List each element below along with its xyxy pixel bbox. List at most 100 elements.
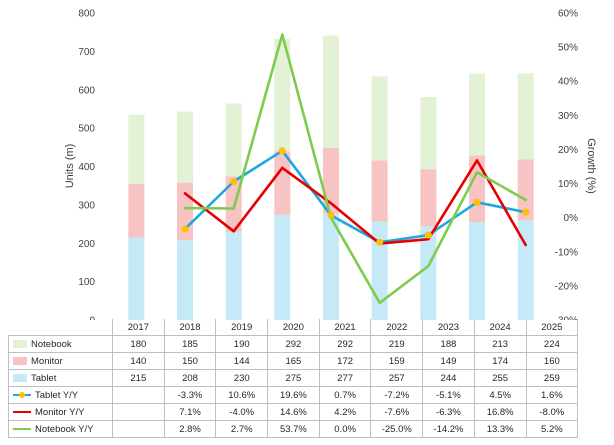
data-label-monitor: 174 — [473, 352, 527, 370]
data-label-monitor: 172 — [318, 352, 372, 370]
point-tablet-y-y-2021 — [327, 211, 335, 219]
data-label-tablet: 255 — [473, 369, 527, 387]
data-label-tablet-y-y: -3.3% — [163, 386, 217, 404]
data-label-notebook: 213 — [473, 335, 527, 353]
data-label-notebook: 292 — [318, 335, 372, 353]
y2-tick-label: 40% — [558, 77, 578, 88]
chart-plot: 0 100 200 300 400 500 600 700 800 -30% -20% -10% 0%… — [64, 9, 597, 321]
y2-tick-label: -10% — [555, 247, 578, 258]
legend-entry-monitor: Monitor — [8, 352, 113, 370]
x-tick-label: 2018 — [163, 319, 217, 336]
legend-entry-notebook: Notebook — [8, 335, 113, 353]
data-label-monitor-y-y: 14.6% — [267, 403, 320, 421]
y2-tick-label: 20% — [558, 145, 578, 156]
y-tick-label: 200 — [78, 239, 95, 250]
bar-notebook-2025 — [517, 73, 534, 160]
legend-swatch-tablet — [13, 373, 27, 382]
legend-label: Notebook — [31, 338, 72, 350]
legend-label: Monitor Y/Y — [35, 406, 85, 418]
legend-entry-tablet: Tablet — [8, 369, 113, 387]
bar-tablet-2018 — [177, 240, 193, 320]
data-label-monitor: 160 — [525, 352, 579, 370]
legend-label: Tablet — [31, 372, 57, 384]
data-label-tablet: 230 — [215, 369, 269, 387]
bar-monitor-2025 — [517, 159, 534, 221]
data-table-header: 2017 2018 2019 2020 2021 2022 2023 2024 2025 — [9, 319, 579, 336]
y-tick-label: 300 — [78, 200, 95, 211]
bar-notebook-2021 — [323, 35, 339, 148]
bar-monitor-2020 — [274, 151, 291, 215]
data-label-tablet-y-y: -5.1% — [422, 386, 475, 404]
y-axis-ticks: 0 100 200 300 400 500 600 700 800 — [78, 9, 95, 321]
data-label-notebook-y-y: 2.7% — [215, 420, 269, 438]
data-label-monitor: 144 — [215, 352, 269, 370]
data-label-notebook: 188 — [422, 335, 475, 353]
data-table: 2017 2018 2019 2020 2021 2022 2023 2024 2025 Note… — [8, 319, 579, 438]
x-tick-label: 2021 — [318, 319, 372, 336]
data-label-monitor: 140 — [112, 352, 165, 370]
data-label-notebook-y-y — [112, 420, 165, 438]
point-tablet-y-y-2025 — [522, 208, 530, 216]
bar-tablet-2020 — [274, 214, 291, 320]
y2-tick-label: 60% — [558, 9, 578, 20]
legend-entry-tablet-y-y: Tablet Y/Y — [8, 386, 113, 404]
bar-tablet-2019 — [225, 231, 242, 320]
data-label-monitor: 150 — [163, 352, 217, 370]
line-layer — [183, 33, 528, 305]
data-label-tablet: 257 — [370, 369, 424, 387]
y-tick-label: 500 — [78, 124, 95, 135]
data-label-notebook: 180 — [112, 335, 165, 353]
point-tablet-y-y-2022 — [376, 238, 384, 246]
data-label-monitor: 165 — [267, 352, 320, 370]
data-label-notebook: 292 — [267, 335, 320, 353]
point-tablet-y-y-2023 — [424, 231, 432, 239]
data-label-monitor: 159 — [370, 352, 424, 370]
point-tablet-y-y-2020 — [278, 147, 286, 155]
bar-tablet-2023 — [420, 226, 437, 320]
bar-notebook-2024 — [469, 73, 485, 156]
bar-tablet-2017 — [128, 237, 145, 320]
data-label-tablet-y-y: -7.2% — [370, 386, 424, 404]
y-tick-label: 800 — [78, 9, 95, 20]
data-label-notebook-y-y: -14.2% — [422, 420, 475, 438]
data-table-row-notebook: Notebook 180 185 190 292 292 219 188 213 224 — [8, 335, 579, 353]
data-label-tablet: 259 — [525, 369, 579, 387]
data-label-monitor-y-y: -4.0% — [215, 403, 269, 421]
y2-tick-label: -30% — [555, 316, 578, 321]
bar-notebook-2023 — [420, 97, 437, 170]
legend-line-notebook-y-y — [13, 425, 31, 433]
data-label-monitor-y-y: -6.3% — [422, 403, 475, 421]
bar-tablet-2022 — [371, 221, 388, 320]
bar-notebook-2020 — [274, 39, 291, 152]
data-table-row-monitor: Monitor 140 150 144 165 172 159 149 174 160 — [8, 352, 579, 370]
bar-notebook-2022 — [371, 76, 388, 161]
bar-notebook-2018 — [177, 111, 193, 183]
data-label-notebook: 224 — [525, 335, 579, 353]
data-label-monitor-y-y: -8.0% — [525, 403, 579, 421]
data-label-tablet: 244 — [422, 369, 475, 387]
y2-axis-ticks: -30% -20% -10% 0% 10% 20% 30% 40% 50% 60% — [555, 9, 578, 321]
data-label-tablet-y-y — [112, 386, 165, 404]
data-label-notebook-y-y: 0.0% — [318, 420, 372, 438]
y2-tick-label: -20% — [555, 281, 578, 292]
data-label-notebook: 185 — [163, 335, 217, 353]
data-label-monitor-y-y: 4.2% — [318, 403, 372, 421]
legend-swatch-notebook — [13, 339, 27, 348]
x-tick-label: 2025 — [525, 319, 579, 336]
bar-monitor-2023 — [420, 169, 437, 227]
data-label-monitor-y-y: -7.6% — [370, 403, 424, 421]
y2-tick-label: 10% — [558, 179, 578, 190]
data-label-notebook-y-y: 2.8% — [163, 420, 217, 438]
y-tick-label: 600 — [78, 85, 95, 96]
bar-tablet-2021 — [323, 213, 339, 320]
legend-entry-monitor-y-y: Monitor Y/Y — [8, 403, 113, 421]
point-tablet-y-y-2018 — [181, 225, 189, 233]
legend-swatch-monitor — [13, 356, 27, 365]
x-tick-label: 2020 — [267, 319, 320, 336]
line-notebook-y-y — [183, 33, 528, 305]
data-label-notebook-y-y: -25.0% — [370, 420, 424, 438]
bar-tablet-2024 — [469, 222, 485, 320]
legend-entry-notebook-y-y: Notebook Y/Y — [8, 420, 113, 438]
data-label-notebook-y-y: 53.7% — [267, 420, 320, 438]
legend-line-monitor-y-y — [13, 408, 31, 416]
